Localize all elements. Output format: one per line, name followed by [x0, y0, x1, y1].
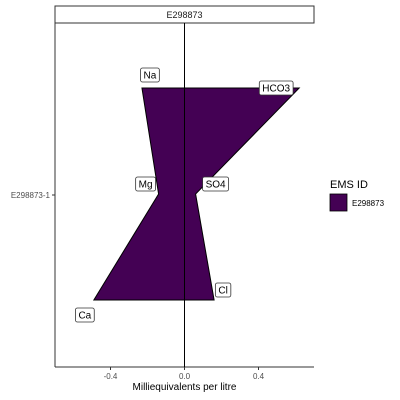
ion-label-text: Mg: [139, 180, 153, 191]
legend: EMS ID E298873: [329, 179, 385, 212]
ion-label-cl: Cl: [214, 282, 232, 298]
stiff-polygon: [92, 87, 301, 301]
x-tick-label: 0.4: [253, 372, 265, 381]
ion-label-text: SO4: [206, 180, 226, 191]
x-tick-label: -0.4: [104, 372, 118, 381]
ion-label-box: [140, 67, 160, 83]
ion-label-hco3: HCO3: [258, 80, 294, 96]
ion-label-so4: SO4: [202, 176, 230, 192]
ion-label-box: [214, 282, 232, 298]
x-tick-label: 0.0: [179, 372, 191, 381]
ion-label-box: [135, 176, 156, 192]
ion-label-box: [202, 176, 230, 192]
ion-labels: Na HCO3 Mg SO4 Ca Cl: [75, 67, 294, 323]
legend-item-e298873: E298873: [352, 199, 385, 208]
ion-label-na: Na: [140, 67, 160, 83]
ion-label-box: [75, 307, 95, 323]
legend-title: EMS ID: [330, 179, 368, 191]
ion-label-text: Cl: [218, 286, 227, 297]
x-axis-ticks: -0.4 0.0 0.4: [104, 367, 265, 381]
facet-strip-label: E298873: [166, 10, 202, 20]
ion-label-ca: Ca: [75, 307, 95, 323]
ion-label-text: HCO3: [262, 84, 290, 95]
y-axis-category-label: E298873-1: [11, 191, 51, 200]
ion-label-mg: Mg: [135, 176, 156, 192]
x-axis-title: Milliequivalents per litre: [133, 382, 237, 393]
ion-label-text: Ca: [78, 311, 91, 322]
ion-label-text: Na: [144, 71, 157, 82]
legend-swatch-e298873: [329, 193, 348, 212]
ion-label-box: [258, 80, 294, 96]
